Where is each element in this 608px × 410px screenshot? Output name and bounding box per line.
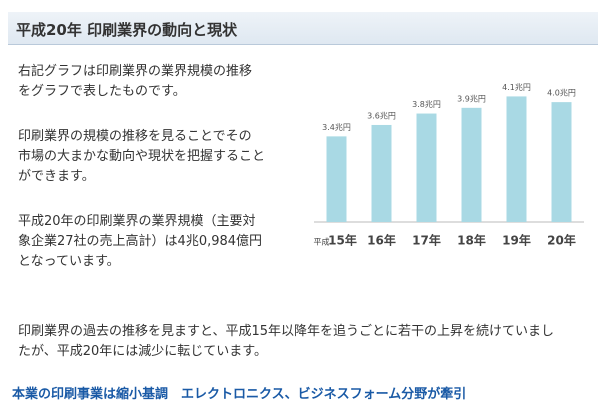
x-tick-label: 17年 bbox=[412, 233, 441, 248]
paragraph: 印刷業界の規模の推移を見ることでその 市場の大まかな動向や現状を把握すること ができ… bbox=[18, 127, 265, 187]
bar bbox=[551, 102, 572, 222]
text-line: 平成20年の印刷業界の業界規模（主要対 bbox=[18, 214, 256, 229]
x-tick-label: 16年 bbox=[367, 233, 396, 248]
x-tick-label: 20年 bbox=[547, 233, 576, 248]
header-title: 平成20年 印刷業界の動向と現状 bbox=[16, 21, 238, 39]
text-line: 印刷業界の過去の推移を見ますと、平成15年以降年を追うごとに若干の上昇を続けてい… bbox=[18, 324, 555, 339]
value-label: 3.6兆円 bbox=[367, 110, 396, 120]
x-tick-label: 15年 bbox=[328, 233, 357, 248]
x-prefix: 平成 bbox=[314, 237, 330, 247]
value-label: 3.9兆円 bbox=[457, 93, 486, 103]
text-line: たが、平成20年には減少に転じています。 bbox=[18, 344, 267, 359]
paragraph: 右記グラフは印刷業界の業界規模の推移 をグラフで表したものです。 bbox=[18, 62, 252, 102]
paragraph: 平成20年の印刷業界の業界規模（主要対 象企業27社の売上高計）は4兆0,984億… bbox=[18, 212, 262, 272]
text-line: 市場の大まかな動向や現状を把握すること bbox=[18, 149, 266, 164]
bar bbox=[416, 113, 437, 222]
bar bbox=[326, 136, 347, 222]
footer-link[interactable]: 本業の印刷事業は縮小基調 エレクトロニクス、ビジネスフォーム分野が牽引 bbox=[12, 387, 467, 402]
value-label: 4.0兆円 bbox=[547, 88, 576, 98]
x-tick-label: 19年 bbox=[502, 233, 531, 248]
text-line: 右記グラフは印刷業界の業界規模の推移 bbox=[18, 64, 253, 79]
value-label: 4.1兆円 bbox=[502, 82, 531, 92]
bar bbox=[371, 124, 392, 222]
text-line: 印刷業界の規模の推移を見ることでその bbox=[18, 129, 252, 144]
value-label: 3.4兆円 bbox=[322, 122, 351, 132]
text-line: 象企業27社の売上高計）は4兆0,984億円 bbox=[18, 234, 263, 249]
text-line: となっています。 bbox=[18, 254, 120, 269]
text-line: ができます。 bbox=[18, 169, 95, 184]
bottom-paragraph: 印刷業界の過去の推移を見ますと、平成15年以降年を追うごとに若干の上昇を続けてい… bbox=[18, 322, 554, 362]
header: 平成20年 印刷業界の動向と現状 bbox=[8, 12, 598, 45]
bar bbox=[506, 96, 527, 222]
x-tick-label: 18年 bbox=[457, 233, 486, 248]
text-line: をグラフで表したものです。 bbox=[18, 84, 186, 99]
value-label: 3.8兆円 bbox=[412, 99, 441, 109]
bar bbox=[461, 107, 482, 222]
chart: 3.4兆円 15年 3.6兆円 16年 3.8兆円 17年 3.9兆円 18年 4.1兆円 19年… bbox=[314, 82, 584, 248]
